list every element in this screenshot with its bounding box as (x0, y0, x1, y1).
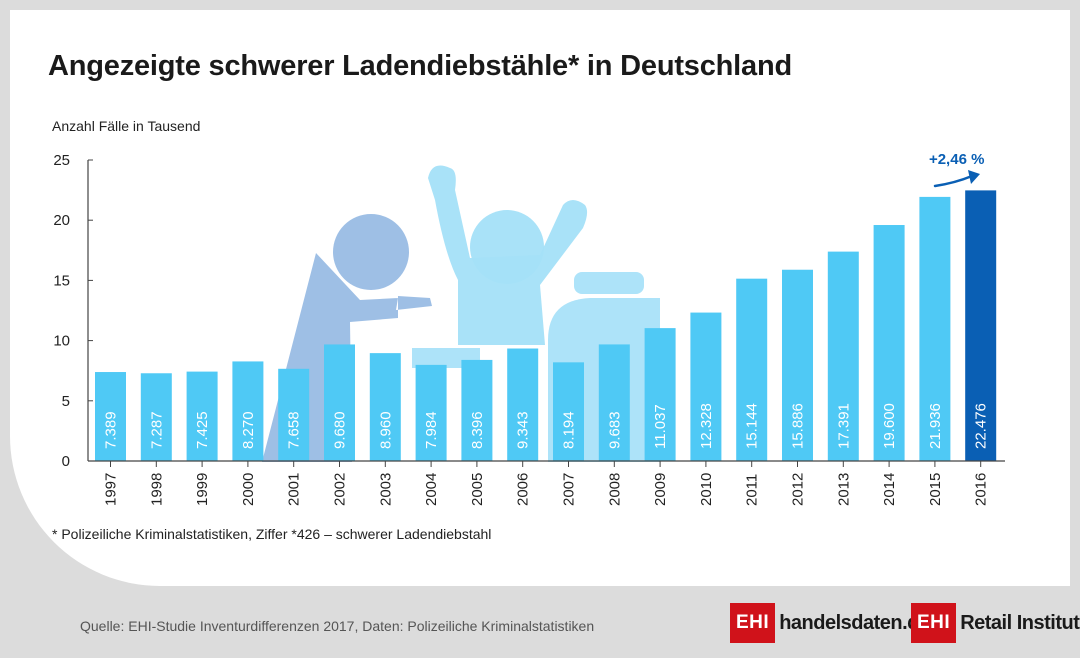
bar-value-label: 8.396 (469, 411, 486, 449)
y-tick-label: 10 (53, 333, 70, 350)
x-tick-label: 1999 (194, 473, 211, 506)
y-tick-label: 15 (53, 272, 70, 289)
x-tick-label: 2015 (927, 473, 944, 506)
bar-2001 (278, 368, 310, 461)
x-tick-label: 2005 (469, 473, 486, 506)
x-tick-label: 2004 (423, 473, 440, 506)
bar-2003 (369, 353, 401, 461)
bar-value-label: 8.960 (377, 411, 394, 449)
retail-institute-logo-text: Retail Institute® (960, 612, 1080, 635)
handelsdaten-logo[interactable]: EHI handelsdaten.de (730, 603, 930, 643)
bar-2002 (324, 344, 355, 461)
bar-1997 (95, 372, 126, 461)
bar-value-label: 8.270 (240, 411, 257, 449)
x-tick-label: 2006 (515, 473, 532, 506)
bar-2011 (736, 278, 768, 461)
bar-value-label: 7.287 (148, 411, 165, 449)
x-tick-label: 2001 (286, 473, 303, 506)
bar-2015 (919, 196, 951, 461)
bar-2013 (827, 251, 859, 461)
bar-2000 (232, 361, 264, 461)
bar-2006 (507, 348, 539, 461)
bar-2007 (553, 362, 584, 461)
bar-value-label: 7.658 (286, 411, 303, 449)
bar-value-label: 15.886 (790, 403, 807, 449)
y-axis-label: Anzahl Fälle in Tausend (52, 118, 201, 134)
x-tick-label: 2013 (835, 473, 852, 506)
x-tick-label: 2012 (790, 473, 807, 506)
growth-arrow-icon (933, 174, 974, 188)
ehi-logo-box: EHI (730, 603, 776, 643)
bar-value-label: 9.680 (332, 411, 349, 449)
handelsdaten-logo-text: handelsdaten.de (779, 611, 930, 634)
bar-2004 (415, 364, 447, 461)
retail-institute-logo[interactable]: EHI Retail Institute® (911, 603, 1080, 643)
bar-2008 (598, 344, 630, 461)
ehi-logo-box: EHI (911, 603, 957, 643)
bar-value-label: 19.600 (881, 403, 898, 449)
x-tick-label: 2016 (973, 473, 990, 506)
source-text: Quelle: EHI-Studie Inventurdifferenzen 2… (80, 618, 595, 634)
x-tick-label: 2011 (744, 474, 761, 506)
bar-value-label: 8.194 (561, 411, 578, 449)
y-tick-label: 5 (62, 393, 70, 410)
bar-2012 (782, 269, 813, 461)
bar-2005 (461, 359, 493, 461)
bar-value-label: 9.343 (515, 411, 532, 449)
footnote: * Polizeiliche Kriminalstatistiken, Ziff… (52, 526, 492, 542)
x-tick-label: 2002 (332, 473, 349, 506)
bar-value-label: 11.037 (652, 404, 669, 449)
bar-2014 (873, 225, 905, 461)
bar-value-label: 7.984 (423, 411, 440, 449)
bar-value-label: 15.144 (744, 403, 761, 449)
x-tick-label: 2003 (377, 473, 394, 506)
y-tick-label: 20 (53, 212, 70, 229)
bar-value-label: 21.936 (927, 403, 944, 449)
x-tick-label: 2000 (240, 473, 257, 506)
bar-value-label: 7.389 (103, 411, 120, 449)
y-tick-label: 0 (62, 453, 70, 470)
bar-value-label: 9.683 (606, 411, 623, 449)
x-tick-label: 2009 (652, 473, 669, 506)
retail-institute-name: Retail Institute (960, 611, 1080, 634)
chart-title: Angezeigte schwerer Ladendiebstähle* in … (48, 50, 792, 82)
x-tick-label: 2007 (561, 473, 578, 506)
x-tick-label: 2014 (881, 473, 898, 506)
bar-value-label: 17.391 (835, 403, 852, 449)
bar-2009 (644, 328, 676, 461)
bar-value-label: 7.425 (194, 411, 211, 449)
bar-1998 (140, 373, 172, 461)
x-tick-label: 2008 (606, 473, 623, 506)
bar-2016 (965, 190, 997, 461)
growth-arrow-head-icon (968, 170, 980, 184)
x-tick-label: 1998 (148, 473, 165, 506)
y-tick-label: 25 (53, 152, 70, 169)
growth-annotation: +2,46 % (929, 151, 984, 168)
x-tick-label: 1997 (103, 473, 120, 506)
bar-1999 (186, 371, 218, 461)
bar-value-label: 12.328 (698, 403, 715, 449)
bar-value-label: 22.476 (973, 403, 990, 449)
x-tick-label: 2010 (698, 473, 715, 506)
bar-2010 (690, 312, 722, 461)
